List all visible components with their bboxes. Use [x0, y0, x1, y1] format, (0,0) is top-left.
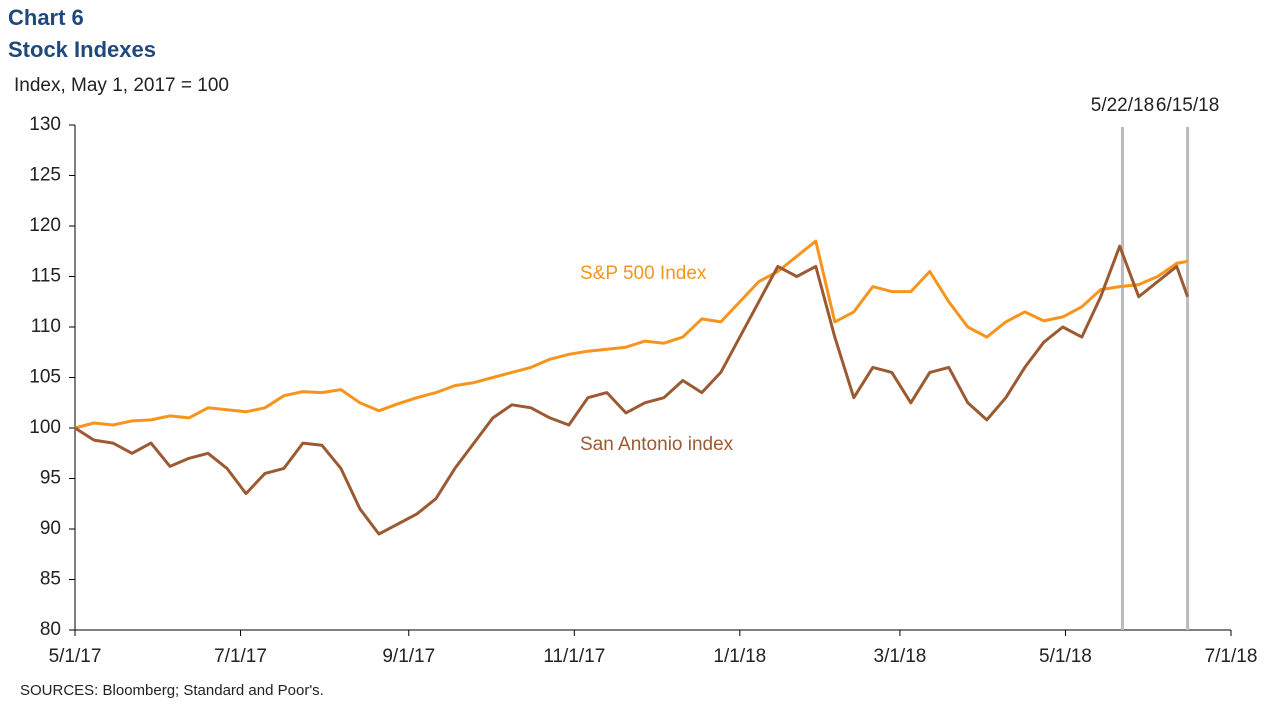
y-tick-label: 115	[31, 266, 61, 287]
y-tick-label: 85	[40, 569, 61, 590]
chart-title: Chart 6	[8, 5, 84, 30]
x-tick-label: 9/1/17	[382, 646, 435, 667]
y-tick-label: 125	[29, 165, 61, 186]
x-tick-label: 11/1/17	[543, 646, 605, 667]
series-label: San Antonio index	[580, 434, 734, 455]
source: SOURCES: Bloomberg; Standard and Poor's.	[20, 682, 324, 699]
y-tick-label: 105	[29, 367, 61, 388]
y-tick-label: 100	[29, 417, 61, 438]
x-tick-label: 3/1/18	[874, 646, 927, 667]
y-axis-label: Index, May 1, 2017 = 100	[14, 75, 229, 96]
y-tick-label: 120	[29, 215, 61, 236]
y-tick-label: 80	[40, 619, 61, 640]
chart-subtitle: Stock Indexes	[8, 37, 156, 62]
x-tick-label: 7/1/18	[1205, 646, 1258, 667]
event-label: 6/15/18	[1156, 95, 1219, 116]
event-label: 5/22/18	[1091, 95, 1154, 116]
x-tick-label: 5/1/18	[1039, 646, 1092, 667]
x-tick-label: 7/1/17	[214, 646, 267, 667]
y-tick-label: 95	[40, 468, 61, 489]
series-label: S&P 500 Index	[580, 263, 707, 284]
y-tick-label: 130	[29, 114, 61, 135]
y-tick-label: 90	[40, 518, 61, 539]
y-tick-label: 110	[31, 316, 61, 337]
x-tick-label: 5/1/17	[49, 646, 102, 667]
line-series	[74, 244, 1190, 536]
x-tick-label: 1/1/18	[713, 646, 766, 667]
line-series	[74, 239, 1188, 430]
